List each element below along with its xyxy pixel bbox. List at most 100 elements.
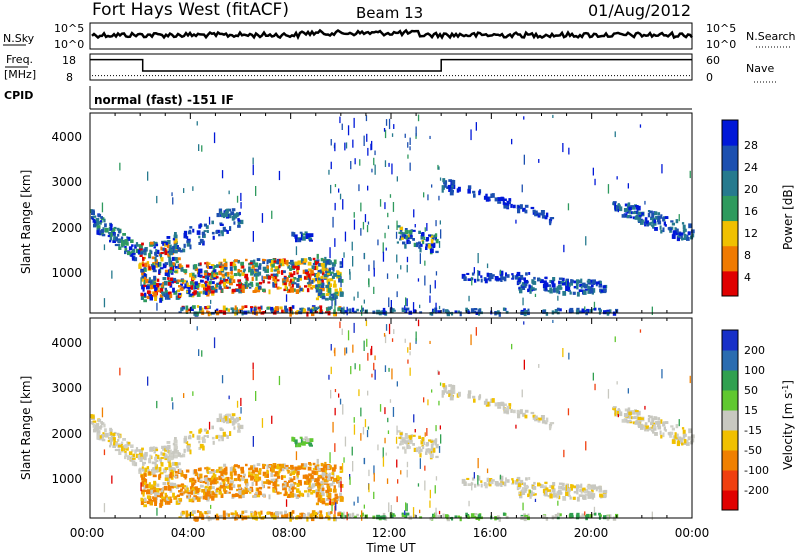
power-cell	[169, 244, 172, 249]
velocity-cell	[632, 416, 637, 420]
velocity-cell	[552, 319, 554, 323]
power-cell	[128, 246, 133, 250]
power-cell	[505, 310, 509, 314]
power-cell	[144, 292, 147, 297]
velocity-cell	[686, 439, 689, 444]
power-cell	[573, 280, 578, 284]
power-cell	[250, 306, 254, 309]
power-cell	[424, 275, 426, 286]
power-cell	[371, 168, 373, 173]
velocity-cell	[285, 464, 289, 469]
power-cell	[429, 135, 431, 139]
velocity-cell	[401, 439, 405, 443]
velocity-cell	[298, 490, 301, 495]
power-cell	[570, 279, 573, 283]
power-cell	[169, 293, 173, 298]
power-cell	[350, 161, 352, 170]
velocity-cell	[317, 482, 321, 486]
velocity-cell	[158, 474, 161, 480]
velocity-cell	[438, 446, 441, 453]
velocity-cell	[189, 486, 194, 490]
velocity-cell	[226, 478, 230, 482]
velocity-cell	[312, 462, 316, 466]
power-cell	[205, 225, 209, 229]
velocity-cell	[489, 481, 494, 485]
velocity-cell	[396, 459, 398, 468]
power-cell	[382, 307, 386, 312]
power-cell	[624, 203, 628, 207]
power-cell	[174, 257, 178, 261]
power-cell	[598, 281, 602, 284]
power-cell	[407, 234, 410, 238]
velocity-cell	[218, 491, 222, 495]
power-cell	[278, 287, 282, 290]
power-cell	[109, 235, 113, 241]
velocity-cell	[385, 452, 387, 456]
velocity-cell	[669, 435, 672, 438]
power-cell	[169, 249, 173, 252]
power-cell	[553, 311, 558, 314]
power-cell	[529, 289, 532, 294]
velocity-cell	[201, 514, 204, 517]
velocity-cell	[367, 390, 369, 396]
velocity-cell	[404, 449, 407, 454]
power-cell	[283, 277, 288, 280]
power-cell	[330, 293, 335, 296]
velocity-cell	[317, 476, 320, 482]
velocity-cell	[256, 495, 261, 498]
velocity-cell	[302, 441, 306, 446]
velocity-cell	[406, 440, 409, 443]
velocity-cell	[687, 436, 691, 441]
power-cell	[140, 277, 142, 287]
power-cell	[537, 214, 541, 218]
velocity-cell	[225, 484, 229, 487]
power-cell	[480, 278, 483, 283]
power-cell	[523, 311, 527, 317]
velocity-cell	[579, 515, 583, 519]
power-cell	[92, 219, 96, 223]
velocity-cell	[431, 389, 433, 393]
velocity-cell	[111, 475, 113, 484]
velocity-cell	[283, 475, 286, 479]
power-cell	[291, 261, 295, 264]
velocity-cell	[435, 507, 437, 519]
power-cell	[138, 263, 141, 267]
power-cell	[486, 272, 490, 277]
power-cell	[295, 239, 298, 243]
power-cell	[334, 300, 336, 310]
velocity-cell	[153, 451, 156, 454]
velocity-cell	[170, 484, 175, 489]
velocity-cell	[152, 474, 157, 478]
power-cell	[153, 285, 157, 288]
power-cell	[199, 274, 203, 277]
vel-y-tick-1000: 1000	[51, 472, 82, 486]
power-cell	[333, 280, 336, 284]
velocity-cell	[502, 405, 505, 410]
velocity-cell	[233, 418, 236, 423]
velocity-cell	[250, 473, 254, 477]
velocity-cell	[300, 438, 304, 444]
power-cell	[640, 212, 644, 215]
velocity-cell	[272, 488, 275, 493]
velocity-cell	[240, 407, 242, 414]
velocity-cell	[140, 500, 144, 505]
power-cell	[678, 232, 682, 236]
velocity-cell	[231, 413, 236, 417]
power-cell	[473, 310, 477, 314]
velocity-cell	[334, 389, 337, 393]
velocity-cell	[262, 484, 265, 489]
velocity-cell	[404, 433, 408, 436]
power-y-label: Slant Range [km]	[19, 170, 33, 274]
velocity-cell	[432, 442, 435, 446]
velocity-cell	[255, 474, 259, 477]
velocity-cell	[333, 497, 337, 502]
velocity-cell	[474, 483, 477, 488]
velocity-cell	[420, 440, 424, 445]
velocity-cell	[278, 492, 282, 495]
velocity-cell	[293, 482, 297, 485]
velocity-cell	[294, 466, 298, 471]
power-cell	[100, 229, 105, 233]
velocity-cell	[149, 454, 152, 459]
velocity-cell	[293, 487, 297, 490]
power-cell	[256, 258, 261, 261]
